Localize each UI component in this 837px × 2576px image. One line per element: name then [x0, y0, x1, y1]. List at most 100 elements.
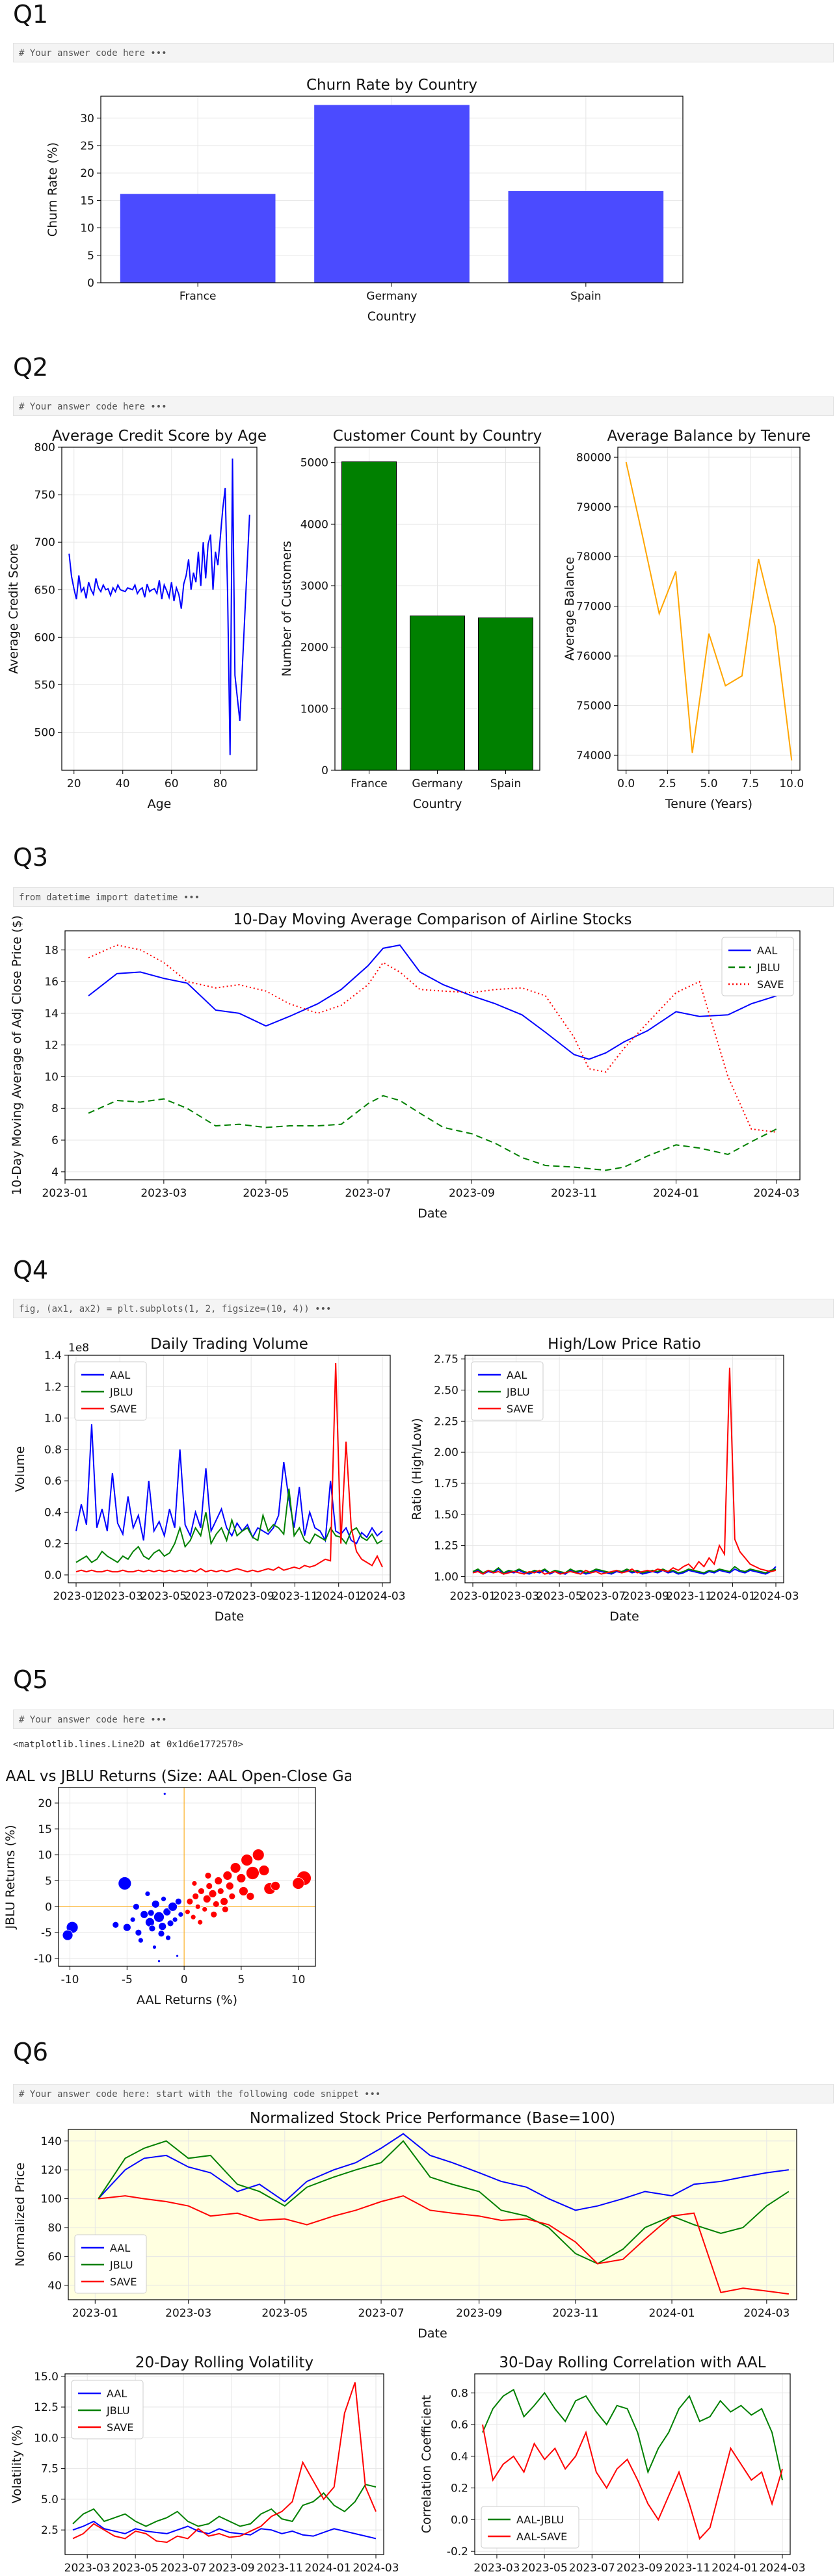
y-tick-label: 10	[80, 222, 94, 235]
chart-high-low-ratio: 1.001.251.501.752.002.252.502.752023-012…	[410, 1336, 799, 1624]
x-tick-label: 2.5	[659, 777, 676, 790]
y-tick-label: 78000	[576, 551, 611, 564]
y-tick-label: 79000	[576, 501, 611, 514]
scatter-point	[178, 1911, 184, 1918]
legend-box	[71, 2380, 144, 2439]
x-tick-label: 2023-11	[666, 1590, 712, 1603]
x-tick-label: 2023-03	[64, 2562, 111, 2575]
y-tick-label: 0.6	[44, 1475, 62, 1488]
y-tick-label: 700	[34, 536, 55, 549]
x-tick-label: 5.0	[700, 777, 717, 790]
code-cell-q2[interactable]: # Your answer code here •••	[13, 397, 834, 416]
y-tick-label: -0.2	[447, 2545, 468, 2558]
y-tick-label: 1.2	[44, 1381, 62, 1394]
chart-title: AAL vs JBLU Returns (Size: AAL Open-Clos…	[6, 1768, 351, 1785]
y-tick-label: 4	[51, 1166, 59, 1179]
x-tick-label: 2024-03	[359, 1590, 405, 1603]
scatter-point	[246, 1866, 259, 1880]
plot-frame	[617, 447, 801, 771]
chart-title: Average Credit Score by Age	[52, 428, 267, 445]
y-axis-label: Churn Rate (%)	[46, 142, 60, 237]
series-line-jblu	[472, 1565, 777, 1574]
y-tick-label: 0.8	[451, 2387, 468, 2400]
y-tick-label: 5.0	[41, 2493, 59, 2506]
y-tick-label: 14	[44, 1008, 59, 1021]
x-tick-label: 2023-09	[623, 1590, 669, 1603]
chart-title: 20-Day Rolling Volatility	[135, 2354, 313, 2371]
y-tick-label: 0.2	[44, 1538, 62, 1551]
y-tick-label: 20	[80, 167, 94, 180]
code-cell-q1[interactable]: # Your answer code here •••	[13, 43, 834, 62]
chart-title: Churn Rate by Country	[306, 77, 477, 94]
x-tick-label: Spain	[490, 777, 522, 790]
y-tick-label: 1.0	[44, 1412, 62, 1425]
chart-title: Daily Trading Volume	[150, 1336, 308, 1353]
x-tick-label: 2023-01	[72, 2307, 118, 2320]
scatter-point	[157, 1959, 161, 1963]
series-line-save	[75, 1363, 383, 1573]
series-line-aal	[88, 944, 777, 1060]
chart-churn-rate: 0 5 10 15 20 25 30 France Germany Spain Churn Rate…	[46, 77, 684, 324]
x-tick-label: 2023-03	[473, 2562, 520, 2575]
plot-frame	[68, 2129, 797, 2300]
scatter-point	[147, 1909, 155, 1917]
scatter-point	[118, 1877, 132, 1890]
y-tick-label: 2.00	[434, 1446, 458, 1459]
x-tick-label: 2023-07	[345, 1187, 391, 1200]
y-tick-label: 10	[38, 1849, 52, 1862]
legend-box	[721, 937, 794, 996]
series-line	[68, 458, 250, 755]
scatter-point	[208, 1890, 217, 1898]
x-tick-label: 2023-11	[664, 2562, 710, 2575]
y-tick-label: 5	[87, 250, 94, 263]
y-tick-label: 15.0	[34, 2371, 59, 2384]
y-tick-label: 16	[44, 976, 59, 989]
y-tick-label: 0.0	[44, 1569, 62, 1582]
scatter-point	[252, 1849, 265, 1862]
plot-frame	[100, 96, 684, 283]
x-tick-label: 2023-03	[140, 1187, 187, 1200]
y-tick-label: 18	[44, 944, 59, 957]
code-cell-q3[interactable]: from datetime import datetime •••	[13, 887, 834, 907]
x-tick-label: 0.0	[617, 777, 635, 790]
scatter-point	[241, 1854, 254, 1866]
section-heading-q2: Q2	[13, 353, 49, 382]
y-tick-label: 30	[80, 112, 94, 125]
y-tick-label: 1.50	[434, 1509, 458, 1522]
code-cell-q5[interactable]: # Your answer code here •••	[13, 1710, 834, 1729]
legend-entry: AAL	[507, 1369, 527, 1381]
code-cell-q6[interactable]: # Your answer code here: start with the …	[13, 2084, 834, 2103]
scatter-point	[157, 1930, 165, 1938]
bar-france	[120, 194, 276, 283]
x-tick-label: 2024-01	[653, 1187, 699, 1200]
scatter-point	[174, 1897, 182, 1905]
x-axis-label: Country	[413, 797, 462, 811]
x-axis-label: Tenure (Years)	[665, 797, 752, 811]
scatter-point	[228, 1892, 236, 1900]
x-tick-label: 20	[67, 777, 81, 790]
section-heading-q3: Q3	[13, 843, 49, 872]
scatter-point	[132, 1903, 140, 1910]
code-cell-q4[interactable]: fig, (ax1, ax2) = plt.subplots(1, 2, fig…	[13, 1299, 834, 1318]
y-tick-label: 8	[51, 1102, 59, 1115]
scatter-point	[197, 1919, 204, 1925]
x-tick-label: Germany	[412, 777, 462, 790]
section-heading-q5: Q5	[13, 1665, 49, 1694]
bar-spain	[508, 191, 664, 283]
y-tick-label: 76000	[576, 650, 611, 663]
x-tick-label: 2023-05	[113, 2562, 159, 2575]
chart-title: Average Balance by Tenure	[607, 428, 811, 445]
x-tick-label: 80	[213, 777, 228, 790]
y-tick-label: 4000	[300, 518, 328, 531]
series-line-jblu	[75, 1489, 383, 1563]
series-line-save	[88, 944, 777, 1133]
x-tick-label: 2023-07	[569, 2562, 615, 2575]
x-axis-label: Country	[367, 309, 416, 324]
y-tick-label: 3000	[300, 580, 328, 593]
y-tick-label: 0.4	[44, 1506, 62, 1519]
y-axis-label: Number of Customers	[280, 541, 294, 677]
x-tick-label: Spain	[570, 290, 602, 303]
y-tick-label: 60	[47, 2250, 62, 2263]
chart-title: 30-Day Rolling Correlation with AAL	[499, 2354, 765, 2371]
y-tick-label: 77000	[576, 601, 611, 614]
